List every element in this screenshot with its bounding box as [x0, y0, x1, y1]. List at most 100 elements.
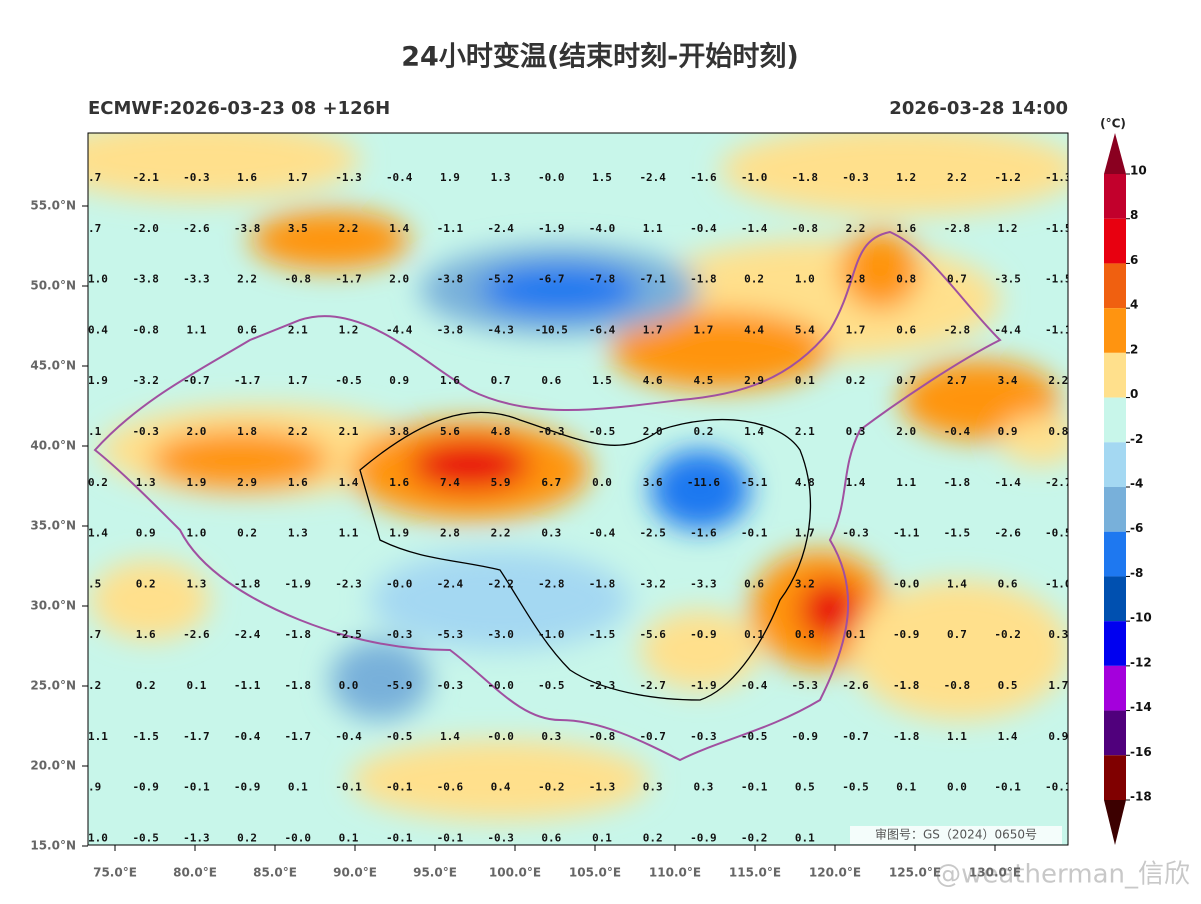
- grid-value: 6.7: [541, 476, 561, 489]
- grid-value: -1.0: [1045, 577, 1072, 590]
- grid-value: 0.0: [592, 476, 612, 489]
- grid-value: 0.2: [136, 577, 156, 590]
- grid-value: -0.5: [842, 781, 869, 794]
- grid-value: -6.4: [589, 323, 616, 336]
- grid-value: 1.4: [846, 476, 866, 489]
- grid-value: -7.1: [639, 273, 666, 286]
- grid-value: -7.8: [589, 273, 616, 286]
- grid-value: 0.3: [846, 425, 866, 438]
- grid-value: 0.2: [237, 831, 257, 844]
- grid-value: -1.1: [234, 679, 261, 692]
- grid-value: 1.3: [491, 171, 511, 184]
- grid-value: -0.5: [741, 730, 768, 743]
- grid-value: 1.6: [237, 171, 257, 184]
- grid-value: -0.9: [690, 628, 717, 641]
- grid-value: 1.9: [186, 476, 206, 489]
- grid-value: -1.7: [335, 273, 362, 286]
- colorbar-segment: [1104, 397, 1126, 443]
- grid-value: -0.4: [589, 527, 616, 540]
- grid-value: 0.6: [896, 323, 916, 336]
- grid-value: 0.1: [795, 374, 815, 387]
- grid-value: 0.1: [744, 628, 764, 641]
- colorbar-tick-label: -2: [1130, 432, 1143, 446]
- grid-value: 1.7: [288, 171, 308, 184]
- grid-value: 5.9: [491, 476, 511, 489]
- grid-value: 2.9: [744, 374, 764, 387]
- colorbar-tick-label: 0: [1130, 387, 1138, 401]
- grid-value: 1.0: [795, 273, 815, 286]
- grid-value: 2.7: [947, 374, 967, 387]
- grid-value: 1.4: [998, 730, 1018, 743]
- grid-value: -1.8: [690, 273, 717, 286]
- grid-value: -5.2: [487, 273, 514, 286]
- grid-value: -2.1: [132, 171, 159, 184]
- grid-value: -0.3: [690, 730, 717, 743]
- grid-value: 0.8: [795, 628, 815, 641]
- grid-value: -2.5: [639, 527, 666, 540]
- grid-value: -2.6: [183, 628, 210, 641]
- grid-value: -2.3: [589, 679, 616, 692]
- grid-value: 0.6: [998, 577, 1018, 590]
- grid-value: .7: [88, 171, 101, 184]
- colorbar-tick-label: -16: [1130, 745, 1152, 759]
- grid-value: 2.0: [643, 425, 663, 438]
- grid-value: -2.3: [335, 577, 362, 590]
- lon-tick-label: 115.0°E: [729, 866, 781, 880]
- lon-tick-label: 85.0°E: [253, 866, 297, 880]
- grid-value: 3.6: [643, 476, 663, 489]
- grid-value: -0.3: [487, 831, 514, 844]
- grid-value: -0.3: [386, 628, 413, 641]
- grid-value: 1.3: [186, 577, 206, 590]
- grid-value: 1.3: [136, 476, 156, 489]
- grid-value: 2.0: [186, 425, 206, 438]
- grid-value: 0.2: [88, 476, 108, 489]
- grid-value: 7.4: [440, 476, 460, 489]
- grid-value: -3.2: [639, 577, 666, 590]
- colorbar-tick-label: 4: [1130, 298, 1138, 312]
- lon-tick-label: 110.0°E: [649, 866, 701, 880]
- run-label: ECMWF:2026-03-23 08 +126H: [88, 98, 390, 119]
- grid-value: 0.3: [541, 730, 561, 743]
- grid-value: -0.0: [285, 831, 312, 844]
- grid-value: 1.1: [643, 222, 663, 235]
- grid-value: 0.4: [88, 323, 108, 336]
- grid-value: -10.5: [535, 323, 568, 336]
- grid-value: 0.9: [998, 425, 1018, 438]
- lat-tick-label: 35.0°N: [30, 519, 76, 533]
- colorbar-tick-label: -14: [1130, 700, 1152, 714]
- grid-value: -0.8: [792, 222, 819, 235]
- grid-value: -0.1: [386, 831, 413, 844]
- grid-value: 4.6: [643, 374, 663, 387]
- grid-value: .5: [88, 577, 101, 590]
- grid-value: -0.4: [690, 222, 717, 235]
- grid-value: -4.3: [487, 323, 514, 336]
- grid-value: 1.0: [186, 527, 206, 540]
- grid-value: 0.9: [389, 374, 409, 387]
- grid-value: -0.8: [132, 323, 159, 336]
- colorbar-unit: (°C): [1100, 117, 1126, 131]
- lat-tick-label: 50.0°N: [30, 279, 76, 293]
- grid-value: -1.8: [285, 679, 312, 692]
- grid-value: 0.6: [744, 577, 764, 590]
- grid-value: 0.1: [592, 831, 612, 844]
- grid-value: 0.0: [947, 781, 967, 794]
- colorbar-segment: [1104, 710, 1126, 756]
- grid-value: -1.0: [741, 171, 768, 184]
- colorbar-segment: [1104, 218, 1126, 264]
- grid-value: .1: [88, 425, 102, 438]
- grid-value: -0.9: [234, 781, 261, 794]
- grid-value: -1.9: [285, 577, 312, 590]
- grid-value: 0.9: [1048, 730, 1068, 743]
- lon-tick-label: 80.0°E: [173, 866, 217, 880]
- colorbar-segment: [1104, 442, 1126, 487]
- grid-value: 1.6: [136, 628, 156, 641]
- grid-value: 2.2: [846, 222, 866, 235]
- grid-value: 1.4: [947, 577, 967, 590]
- grid-value: -3.8: [437, 323, 464, 336]
- grid-value: -0.7: [183, 374, 210, 387]
- grid-value: -1.8: [234, 577, 261, 590]
- grid-value: 0.1: [186, 679, 206, 692]
- grid-value: .7: [88, 628, 101, 641]
- grid-value: -3.3: [183, 273, 210, 286]
- colorbar-segment: [1104, 621, 1126, 666]
